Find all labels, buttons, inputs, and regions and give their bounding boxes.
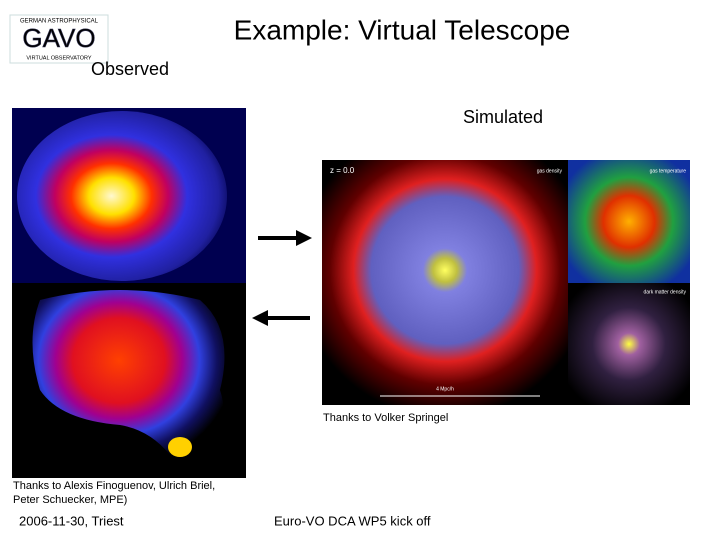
simulated-label: Simulated (463, 107, 543, 127)
logo-frame (9, 14, 109, 64)
xray-bottom (32, 290, 225, 467)
gas-temperature-panel (568, 160, 690, 283)
observed-image (12, 108, 246, 478)
logo-name: GAVO (22, 23, 95, 53)
simulated-image: z = 0.0 gas density gas temperature dark… (322, 160, 690, 405)
panel-label: gas density (537, 168, 563, 174)
footer-event: Euro-VO DCA WP5 kick off (274, 513, 431, 528)
observed-label: Observed (91, 59, 169, 79)
dark-matter-panel (568, 283, 690, 405)
title: Example: Virtual Telescope (234, 14, 571, 45)
xray-top (17, 111, 227, 281)
simulated-credit: Thanks to Volker Springel (323, 412, 448, 424)
gas-density-panel (322, 160, 568, 405)
footer-date: 2006-11-30, Triest (19, 513, 124, 528)
logo: GERMAN ASTROPHYSICAL GAVO VIRTUAL OBSERV… (9, 14, 109, 64)
logo-bottom: VIRTUAL OBSERVATORY (26, 55, 92, 61)
panel-label: dark matter density (643, 289, 686, 295)
scale-label: 4 Mpc/h (436, 386, 454, 392)
redshift: z = 0.0 (330, 166, 355, 175)
panel-label: gas temperature (650, 168, 687, 174)
observed-credit: Peter Schuecker, MPE) (13, 494, 127, 506)
logo-top: GERMAN ASTROPHYSICAL (20, 19, 99, 25)
observed-credit: Thanks to Alexis Finoguenov, Ulrich Brie… (13, 480, 215, 492)
xray-source (168, 437, 192, 457)
